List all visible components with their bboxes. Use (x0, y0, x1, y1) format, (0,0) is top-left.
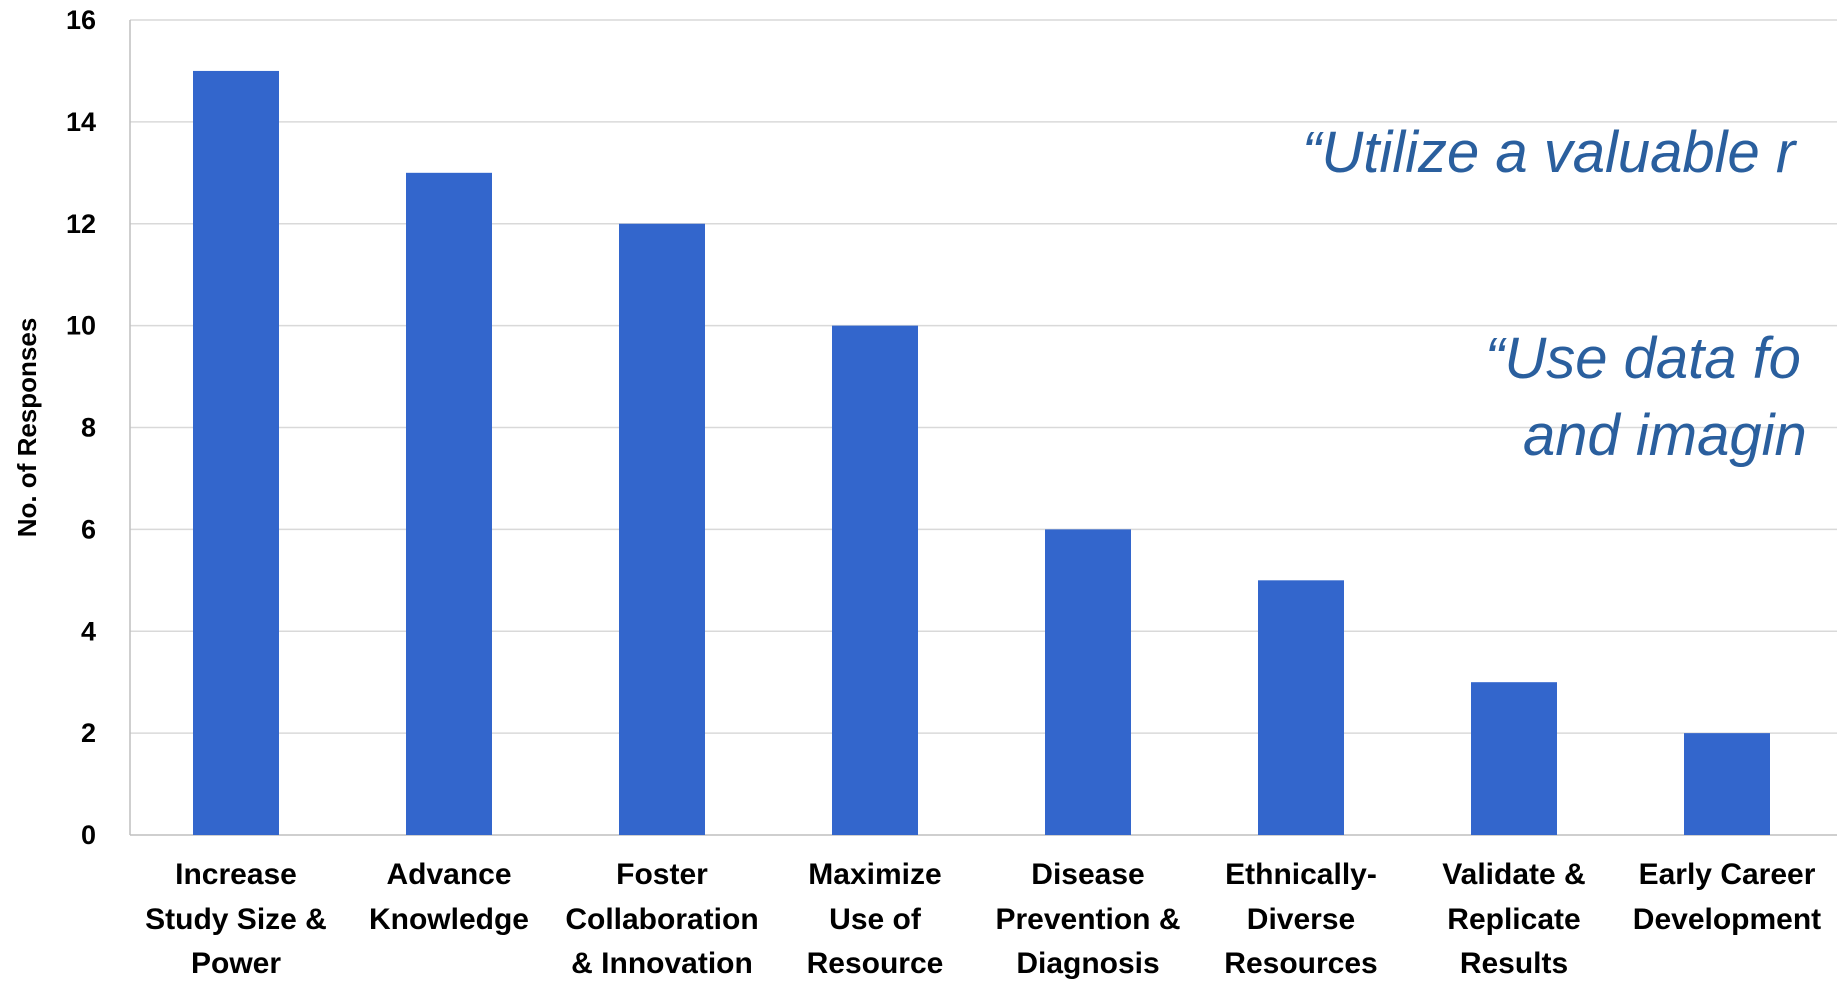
y-tick-label: 4 (81, 616, 96, 646)
x-category-label: Disease (1031, 858, 1144, 891)
y-tick-label: 8 (81, 413, 96, 443)
bar (1258, 580, 1344, 835)
x-category-label: Diverse (1247, 903, 1355, 936)
y-tick-label: 2 (81, 718, 96, 748)
bar (1684, 733, 1770, 835)
x-category-label: Resource (807, 947, 944, 980)
x-category-label: Replicate (1447, 903, 1580, 936)
bar (1471, 682, 1557, 835)
y-tick-label: 14 (66, 107, 96, 137)
x-category-label: Validate & (1442, 858, 1585, 891)
x-category-label: Prevention & (995, 903, 1180, 936)
y-tick-label: 10 (66, 311, 96, 341)
x-category-label: Increase (175, 858, 297, 891)
x-category-label: & Innovation (571, 947, 753, 980)
bar (832, 325, 918, 835)
y-tick-label: 6 (81, 514, 96, 544)
x-category-label: Advance (386, 858, 511, 891)
x-category-label: Study Size & (145, 903, 327, 936)
x-category-label: Ethnically- (1225, 858, 1377, 891)
y-tick-label: 12 (66, 209, 96, 239)
x-category-label: Collaboration (565, 903, 758, 936)
x-category-label: Diagnosis (1016, 947, 1159, 980)
x-category-label: Results (1460, 947, 1568, 980)
quote-text: and imagin (1523, 403, 1807, 468)
bar (1045, 529, 1131, 835)
bar (619, 223, 705, 835)
bar (406, 172, 492, 835)
quote-text: “Use data fo (1485, 326, 1801, 391)
quote-text: “Utilize a valuable r (1302, 120, 1798, 185)
x-category-label: Use of (829, 903, 922, 936)
x-category-label: Power (191, 947, 281, 980)
bar (193, 70, 279, 835)
y-tick-label: 16 (66, 5, 96, 35)
y-axis-label: No. of Responses (12, 318, 42, 538)
x-category-label: Knowledge (369, 903, 529, 936)
x-category-label: Maximize (808, 858, 941, 891)
x-category-label: Early Career (1639, 858, 1816, 891)
x-category-label: Development (1633, 903, 1821, 936)
y-tick-label: 0 (81, 820, 96, 850)
x-category-label: Foster (616, 858, 708, 891)
x-category-label: Resources (1224, 947, 1377, 980)
